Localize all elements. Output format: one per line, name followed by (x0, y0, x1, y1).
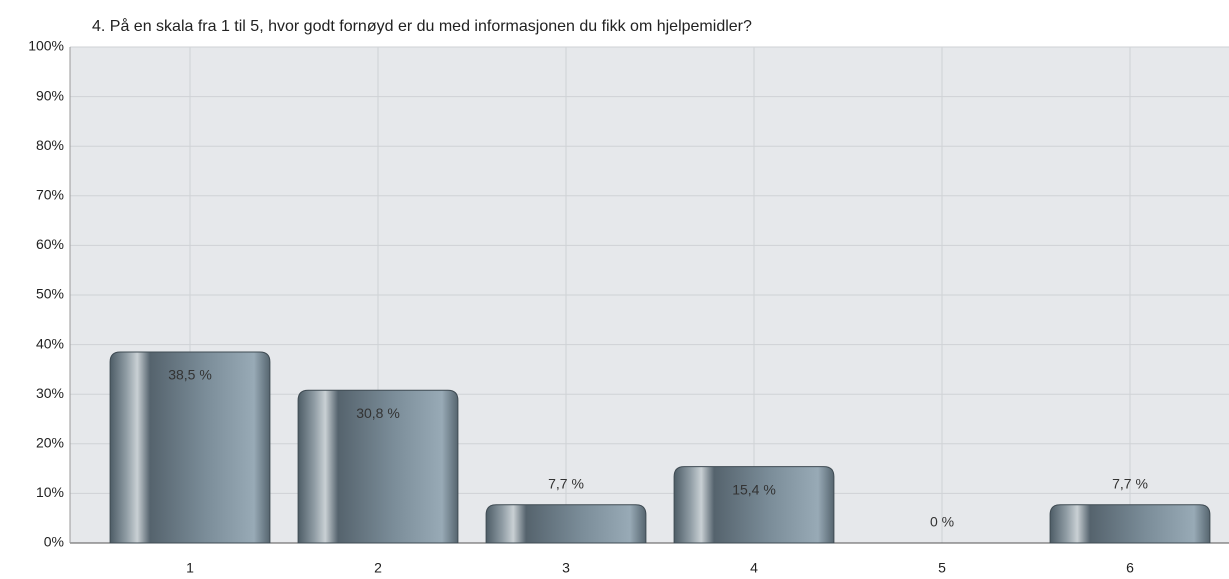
y-tick-label: 80% (36, 137, 64, 153)
bar (297, 389, 459, 544)
x-tick-label: 3 (562, 560, 570, 576)
value-label: 15,4 % (732, 481, 776, 497)
x-tick-label: 4 (750, 560, 758, 576)
y-tick-label: 10% (36, 484, 64, 500)
x-tick-label: 5 (938, 560, 946, 576)
y-tick-label: 70% (36, 187, 64, 203)
bar (673, 466, 835, 544)
bar (1049, 504, 1211, 544)
x-tick-label: 6 (1126, 560, 1134, 576)
x-tick-label: 1 (186, 560, 194, 576)
value-label: 7,7 % (548, 476, 584, 492)
y-tick-label: 90% (36, 87, 64, 103)
y-tick-label: 60% (36, 236, 64, 252)
value-label: 7,7 % (1112, 476, 1148, 492)
value-label: 30,8 % (356, 405, 400, 421)
bar (485, 504, 647, 544)
y-tick-label: 0% (44, 534, 64, 550)
value-label: 0 % (930, 514, 954, 530)
y-tick-label: 100% (28, 38, 64, 54)
y-tick-label: 50% (36, 286, 64, 302)
value-label: 38,5 % (168, 367, 212, 383)
y-tick-label: 30% (36, 385, 64, 401)
bar (109, 351, 271, 544)
chart-title: 4. På en skala fra 1 til 5, hvor godt fo… (92, 17, 752, 35)
x-tick-label: 2 (374, 560, 382, 576)
y-tick-label: 40% (36, 335, 64, 351)
y-tick-label: 20% (36, 435, 64, 451)
